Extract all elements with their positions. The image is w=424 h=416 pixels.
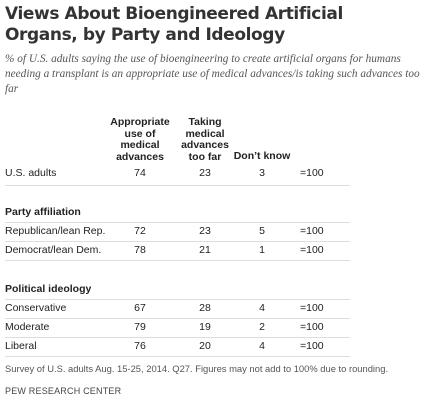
row-label: Democrat/lean Dem. bbox=[5, 244, 102, 256]
row-label: Moderate bbox=[5, 321, 50, 333]
row-label: Liberal bbox=[5, 340, 37, 352]
row-rule bbox=[5, 337, 350, 338]
cell-value: 72 bbox=[134, 225, 146, 237]
column-header: Taking medical advances too far bbox=[181, 116, 229, 163]
cell-value: 4 bbox=[259, 302, 265, 314]
cell-value: 74 bbox=[134, 167, 146, 179]
cell-value: 3 bbox=[259, 167, 265, 179]
row-label: Republican/lean Rep. bbox=[5, 225, 106, 237]
row-total: =100 bbox=[300, 225, 324, 237]
cell-value: 67 bbox=[134, 302, 146, 314]
cell-value: 76 bbox=[134, 340, 146, 352]
row-rule bbox=[5, 299, 350, 300]
cell-value: 20 bbox=[199, 340, 211, 352]
row-rule bbox=[5, 260, 350, 261]
cell-value: 78 bbox=[134, 244, 146, 256]
cell-value: 5 bbox=[259, 225, 265, 237]
column-header: Appropriate use of medical advances bbox=[110, 116, 170, 163]
row-rule bbox=[5, 356, 350, 357]
subtitle: % of U.S. adults saying the use of bioen… bbox=[5, 53, 420, 95]
cell-value: 23 bbox=[199, 225, 211, 237]
cell-value: 79 bbox=[134, 321, 146, 333]
row-total: =100 bbox=[300, 167, 324, 179]
row-rule bbox=[5, 318, 350, 319]
section-heading: Political ideology bbox=[5, 283, 92, 295]
row-rule bbox=[5, 185, 350, 186]
cell-value: 4 bbox=[259, 340, 265, 352]
row-rule bbox=[5, 222, 350, 223]
column-header: Don’t know bbox=[233, 150, 291, 162]
row-label: Conservative bbox=[5, 302, 67, 314]
row-total: =100 bbox=[300, 302, 324, 314]
cell-value: 2 bbox=[259, 321, 265, 333]
cell-value: 28 bbox=[199, 302, 211, 314]
source: PEW RESEARCH CENTER bbox=[5, 386, 122, 396]
row-total: =100 bbox=[300, 321, 324, 333]
cell-value: 19 bbox=[199, 321, 211, 333]
row-total: =100 bbox=[300, 244, 324, 256]
section-heading: Party affiliation bbox=[5, 206, 81, 218]
row-total: =100 bbox=[300, 340, 324, 352]
row-rule bbox=[5, 241, 350, 242]
cell-value: 21 bbox=[199, 244, 211, 256]
cell-value: 1 bbox=[259, 244, 265, 256]
cell-value: 23 bbox=[199, 167, 211, 179]
footnote: Survey of U.S. adults Aug. 15-25, 2014. … bbox=[5, 363, 389, 374]
row-label: U.S. adults bbox=[5, 167, 57, 179]
title: Views About Bioengineered Artificial Org… bbox=[5, 4, 343, 45]
